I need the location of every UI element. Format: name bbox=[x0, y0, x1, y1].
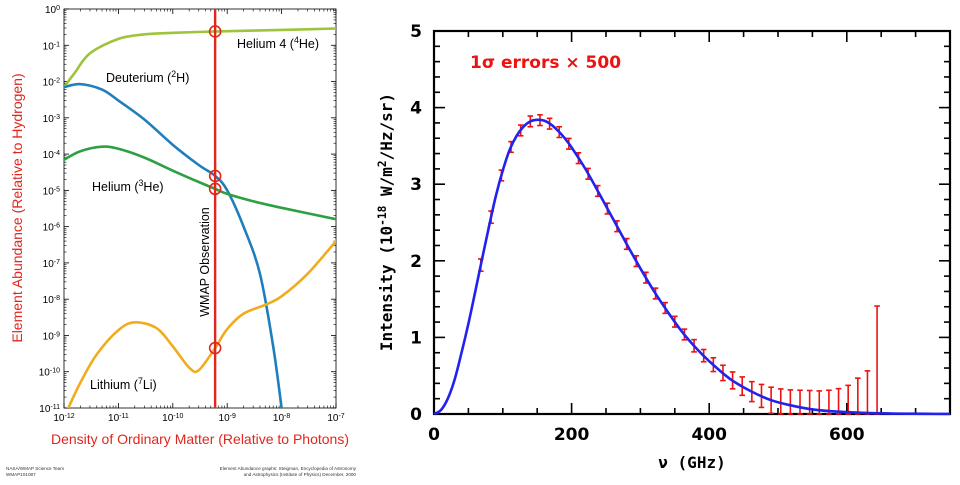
y-tick-label: 1 bbox=[410, 328, 422, 348]
wmap-observation-label: WMAP Observation bbox=[198, 207, 212, 317]
cmb-x-axis-title: ν (GHz) bbox=[658, 453, 725, 472]
deuterium-label: Deuterium (2H) bbox=[106, 69, 189, 85]
credit-left-line1: NASA/WMAP Science Team bbox=[6, 466, 64, 471]
abundance-chart: 10-12 10-11 10-10 10-9 10-8 10-710010-110-210… bbox=[6, 5, 357, 478]
abundance-y-axis-title: Element Abundance (Relative to Hydrogen) bbox=[9, 73, 25, 342]
y-tick-label: 10-6 bbox=[43, 222, 60, 234]
x-tick-label: 0 bbox=[428, 425, 440, 445]
y-tick-label: 10-1 bbox=[43, 41, 60, 53]
lithium7-label: Lithium (7Li) bbox=[90, 376, 157, 392]
x-tick-label: 10-8 bbox=[273, 413, 290, 425]
credit-left-line2: WMAP101087 bbox=[6, 472, 36, 477]
y-tick-label: 3 bbox=[410, 175, 422, 195]
abundance-curves bbox=[64, 27, 336, 408]
credit-right-line1: Element Abundance graphs: Steigman, Ency… bbox=[220, 466, 357, 471]
x-tick-label: 400 bbox=[691, 425, 727, 445]
x-tick-label: 10-7 bbox=[327, 413, 344, 425]
blackbody-curve bbox=[433, 118, 951, 416]
x-tick-label: 10-9 bbox=[219, 413, 236, 425]
helium3-label: Helium (3He) bbox=[92, 178, 164, 194]
x-tick-label: 200 bbox=[554, 425, 590, 445]
cmb-y-axis-title: Intensity (10-18 W/m2/Hz/sr) bbox=[376, 93, 397, 351]
y-tick-label: 10-9 bbox=[43, 331, 60, 343]
wmap-marker bbox=[208, 25, 222, 38]
errors-annotation: 1σ errors × 500 bbox=[470, 53, 621, 73]
y-tick-label: 0 bbox=[410, 405, 422, 425]
cmb-plot-frame bbox=[432, 29, 952, 416]
helium4-curve bbox=[64, 27, 336, 89]
y-tick-label: 100 bbox=[45, 5, 60, 17]
y-tick-label: 10-4 bbox=[43, 150, 60, 162]
y-tick-label: 4 bbox=[410, 99, 422, 119]
x-tick-label: 10-10 bbox=[162, 413, 183, 425]
wmap-marker bbox=[208, 182, 222, 196]
cmb-spectrum-chart: 0 200 400 600 0 1 2 3 4 5 1σ errors × 500 ν (GHz) In… bbox=[376, 22, 952, 472]
y-tick-label: 2 bbox=[410, 252, 422, 272]
wmap-marker bbox=[208, 341, 222, 355]
y-tick-label: 10-3 bbox=[43, 113, 60, 125]
y-tick-label: 10-5 bbox=[43, 186, 60, 198]
y-tick-label: 5 bbox=[410, 22, 422, 42]
y-tick-label: 10-11 bbox=[39, 404, 60, 416]
y-tick-label: 10-10 bbox=[39, 367, 60, 379]
y-tick-label: 10-8 bbox=[43, 295, 60, 307]
credit-right-line2: and Astrophysics (Institute of Physics) … bbox=[244, 472, 357, 477]
x-tick-label: 10-12 bbox=[53, 413, 74, 425]
x-tick-label: 10-11 bbox=[108, 413, 129, 425]
y-tick-label: 10-2 bbox=[43, 77, 60, 89]
wmap-marker bbox=[208, 169, 222, 183]
deuterium-curve bbox=[64, 82, 283, 408]
lithium7-curve bbox=[67, 239, 336, 408]
y-tick-label: 10-7 bbox=[43, 258, 60, 270]
helium3-curve bbox=[64, 145, 336, 221]
x-tick-label: 600 bbox=[829, 425, 865, 445]
helium4-label: Helium 4 (4He) bbox=[237, 35, 319, 51]
abundance-x-axis-title: Density of Ordinary Matter (Relative to … bbox=[51, 431, 349, 447]
